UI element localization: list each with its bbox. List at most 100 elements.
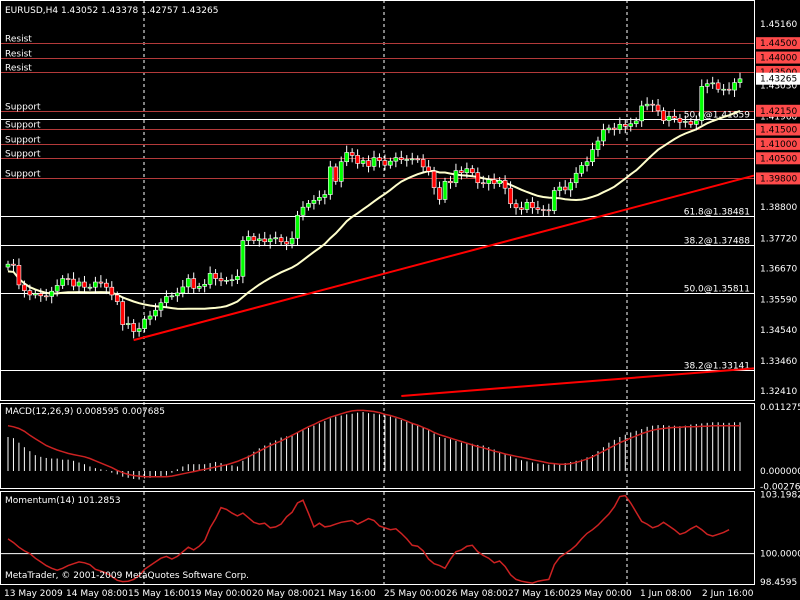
price-tag: 1.41000 xyxy=(760,140,797,150)
candle-body xyxy=(185,278,191,288)
candle-body xyxy=(327,166,333,195)
momentum-axis-label: 98.4595 xyxy=(760,578,797,588)
candle-body xyxy=(164,296,169,304)
candle-body xyxy=(251,236,257,241)
candle-body xyxy=(672,115,677,119)
candle-body xyxy=(393,157,399,162)
candle-body xyxy=(349,152,355,156)
candle-body xyxy=(322,194,328,198)
candle-body xyxy=(661,110,666,121)
price-tag: 1.42150 xyxy=(760,107,797,117)
time-axis-label: 13 May 2009 xyxy=(4,589,63,599)
candle-body xyxy=(448,180,453,184)
candle-body xyxy=(377,157,382,161)
price-tag-box xyxy=(756,123,800,136)
price-axis-label: 1.43030 xyxy=(760,81,797,91)
candle-body xyxy=(169,295,175,298)
watermark: MetaTrader, © 2001-2009 MetaQuotes Softw… xyxy=(5,571,249,581)
candle-body xyxy=(584,161,590,166)
trend-line-lower xyxy=(401,367,755,397)
candle-body xyxy=(131,323,136,332)
price-tag: 1.41500 xyxy=(760,125,797,135)
candle-body xyxy=(715,82,721,90)
candle-body xyxy=(590,149,595,163)
candle-body xyxy=(147,315,153,320)
candle-body xyxy=(388,160,393,166)
candle-body xyxy=(360,160,366,164)
symbol-label: EURUSD,H4 1.43052 1.43378 1.42757 1.4326… xyxy=(5,6,218,16)
time-axis-label: 14 May 08:00 xyxy=(66,589,128,599)
candle-body xyxy=(508,187,513,205)
candle-body xyxy=(16,265,22,286)
candle-body xyxy=(655,104,661,112)
candle-body xyxy=(480,182,486,185)
candle-body xyxy=(54,285,60,292)
candle-body xyxy=(546,209,552,212)
candle-body xyxy=(158,302,164,311)
candle-body xyxy=(278,237,284,243)
candle-body xyxy=(262,238,268,243)
candle-body xyxy=(622,124,628,127)
candle-body xyxy=(306,203,311,208)
candle-body xyxy=(333,166,339,182)
candle-body xyxy=(76,281,82,287)
price-tag-box xyxy=(756,72,800,85)
candle-body xyxy=(633,120,639,125)
candle-body xyxy=(224,279,229,282)
candle-body xyxy=(519,207,524,210)
candle-body xyxy=(644,103,650,107)
candle-body xyxy=(240,240,246,277)
candle-body xyxy=(213,273,218,279)
candle-body xyxy=(71,278,76,287)
candle-body xyxy=(65,278,71,280)
candle-body xyxy=(125,323,131,325)
macd-axis-label: 0.000000 xyxy=(760,467,800,477)
resist-label-1: Resist xyxy=(5,50,32,60)
candle-body xyxy=(191,278,197,289)
candle-body xyxy=(639,105,644,122)
trend-line-0 xyxy=(133,174,755,342)
candle-body xyxy=(273,237,278,240)
price-tag-box xyxy=(756,51,800,64)
candle-body xyxy=(256,238,262,241)
momentum-pane[interactable] xyxy=(0,494,754,584)
candle-body xyxy=(289,237,295,245)
candle-body xyxy=(431,170,437,188)
candle-body xyxy=(650,103,655,106)
candle-body xyxy=(617,124,623,130)
candle-body xyxy=(207,273,213,285)
fib-label-4: 38.2@1.33141 xyxy=(684,362,750,372)
candle-body xyxy=(475,172,481,184)
candle-body xyxy=(606,127,612,131)
moving-average-line xyxy=(7,109,741,310)
price-tag-box xyxy=(756,104,800,117)
candle-body xyxy=(104,282,109,288)
fib-label-3: 50.0@1.35811 xyxy=(684,285,750,295)
candle-body xyxy=(300,206,306,216)
candle-body xyxy=(535,207,541,210)
candle-body xyxy=(404,159,410,161)
fib-label-0: 50.0@1.41859 xyxy=(684,111,751,121)
macd-pane[interactable] xyxy=(7,409,741,480)
candle-body xyxy=(628,123,634,127)
support-label-4: Support xyxy=(5,170,41,180)
candle-body xyxy=(371,157,377,167)
candle-body xyxy=(415,158,421,161)
price-axis-label: 1.33460 xyxy=(760,357,797,367)
candle-body xyxy=(530,202,535,209)
candle-body xyxy=(721,88,726,91)
candle-body xyxy=(601,129,606,142)
candle-body xyxy=(82,281,87,288)
candle-body xyxy=(136,328,142,332)
candle-body xyxy=(267,238,273,243)
price-axis-label: 1.38800 xyxy=(760,203,797,213)
candle-body xyxy=(497,180,502,184)
price-tag: 1.43265 xyxy=(760,75,797,85)
price-axis-label: 1.37720 xyxy=(760,234,797,244)
candle-body xyxy=(11,263,16,266)
candle-body xyxy=(153,309,158,317)
momentum-line xyxy=(7,494,730,584)
main-price-pane[interactable] xyxy=(5,72,755,397)
